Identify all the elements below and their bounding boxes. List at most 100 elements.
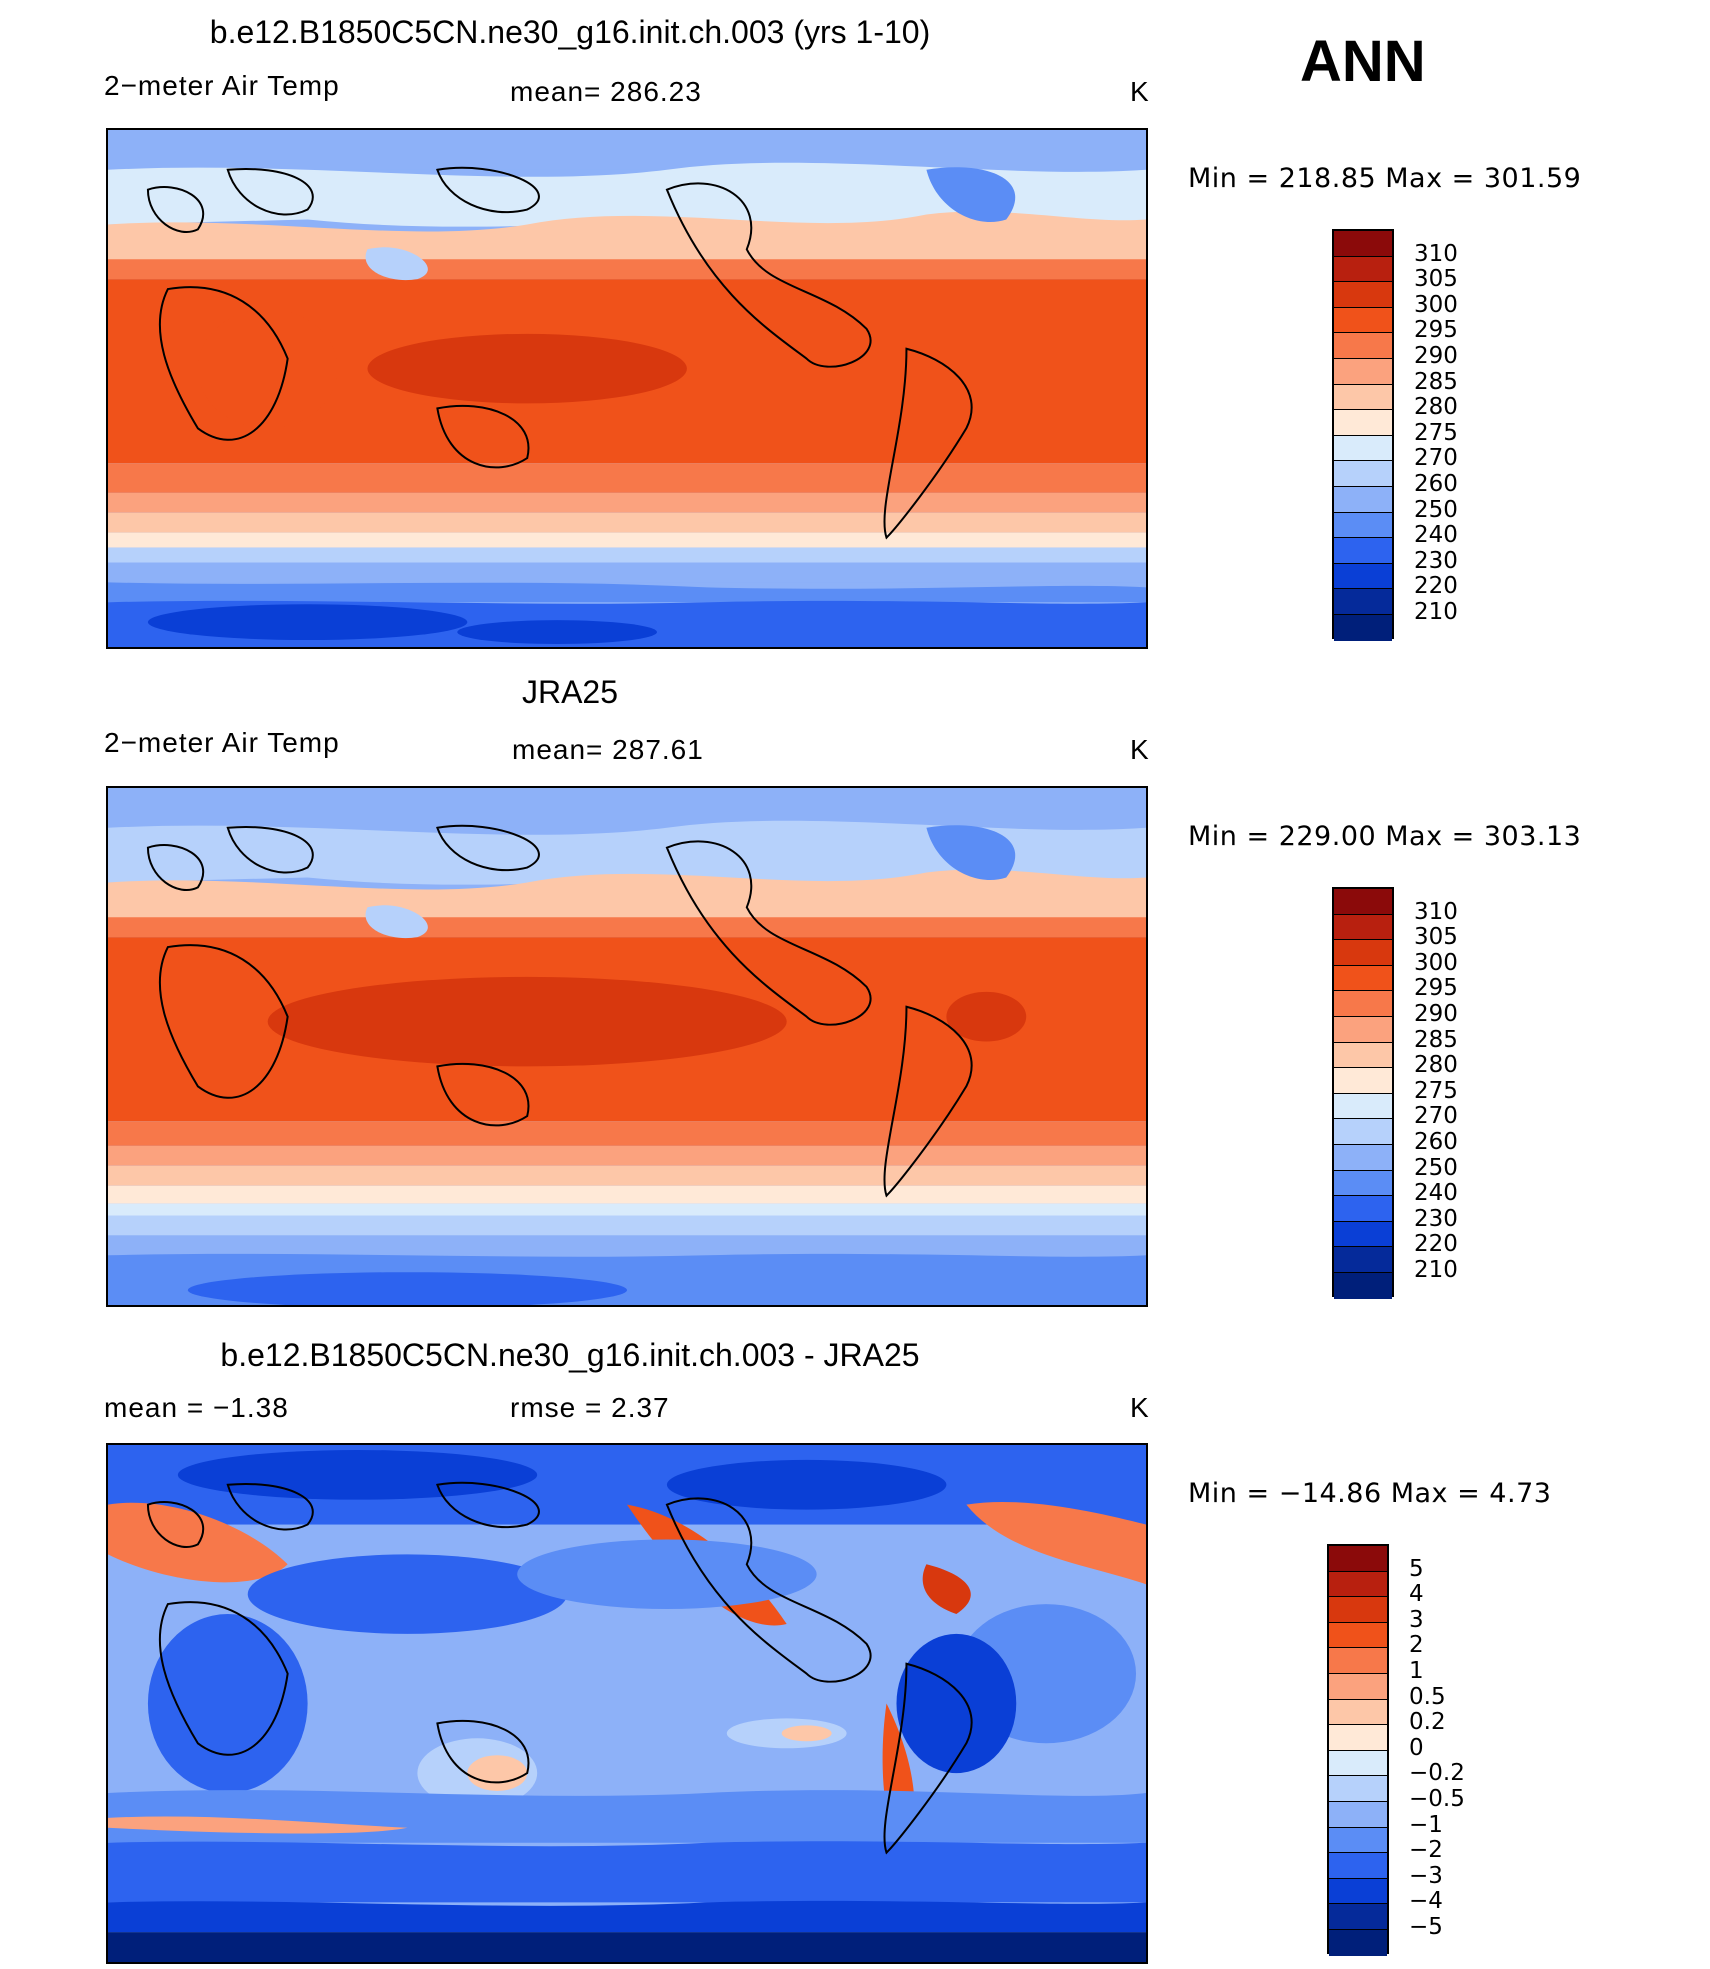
colorbar-swatch: [1334, 1119, 1392, 1145]
colorbar-swatches: [1327, 1544, 1389, 1956]
panel-3-field: [108, 1445, 1146, 1962]
colorbar-swatch: [1334, 410, 1392, 436]
colorbar-swatch: [1334, 256, 1392, 283]
panel-2-map: [106, 786, 1148, 1307]
colorbar-swatch: [1329, 1699, 1387, 1726]
colorbar-swatch: [1329, 1622, 1387, 1649]
colorbar-swatch: [1334, 965, 1392, 992]
colorbar-level-label: 300: [1414, 291, 1458, 318]
colorbar-swatch: [1334, 461, 1392, 487]
colorbar-swatch: [1329, 1750, 1387, 1777]
colorbar-level-label: −3: [1409, 1862, 1443, 1889]
colorbar-swatch: [1334, 1170, 1392, 1197]
panel-1-minmax: Min = 218.85 Max = 301.59: [1188, 163, 1582, 194]
colorbar-level-label: −5: [1409, 1914, 1443, 1940]
colorbar-swatches: [1332, 887, 1394, 1299]
colorbar-level-label: 270: [1414, 1103, 1458, 1130]
colorbar-swatch: [1334, 333, 1392, 359]
panel-3-map: [106, 1443, 1148, 1964]
colorbar-level-label: −0.2: [1409, 1760, 1465, 1787]
colorbar-swatch: [1329, 1776, 1387, 1802]
colorbar-swatch: [1329, 1546, 1387, 1572]
colorbar-swatch: [1334, 1196, 1392, 1222]
colorbar-swatch: [1329, 1801, 1387, 1828]
panel-1-field: [108, 130, 1146, 647]
colorbar-swatch: [1334, 358, 1392, 385]
panel-1-title: b.e12.B1850C5CN.ne30_g16.init.ch.003 (yr…: [209, 14, 931, 50]
panel-2-mean-label: mean= 287.61: [512, 734, 704, 765]
season-label: ANN: [1300, 29, 1426, 94]
colorbar-level-label: −2: [1409, 1837, 1443, 1864]
colorbar-swatch: [1334, 282, 1392, 308]
colorbar-swatch: [1334, 1042, 1392, 1069]
colorbar-level-label: 1: [1409, 1658, 1424, 1684]
colorbar-level-label: 290: [1414, 1001, 1458, 1027]
colorbar-swatch: [1329, 1648, 1387, 1674]
colorbar-swatch: [1334, 1016, 1392, 1043]
panel-2-variable-label: 2−meter Air Temp: [104, 727, 340, 758]
panel-3-mean-label: mean = −1.38: [104, 1392, 289, 1423]
colorbar-swatch: [1334, 1247, 1392, 1273]
colorbar-swatch: [1329, 1827, 1387, 1854]
colorbar-swatch: [1334, 589, 1392, 615]
colorbar-level-label: −0.5: [1409, 1786, 1465, 1812]
colorbar-level-label: 275: [1414, 419, 1458, 446]
colorbar-swatch: [1334, 1221, 1392, 1248]
panel-1-map: [106, 128, 1148, 649]
colorbar-level-label: 275: [1414, 1077, 1458, 1104]
colorbar-swatch: [1334, 231, 1392, 257]
panel-3-title: b.e12.B1850C5CN.ne30_g16.init.ch.003 - J…: [220, 1337, 920, 1373]
colorbar-level-label: 310: [1414, 898, 1458, 925]
colorbar-swatch: [1334, 940, 1392, 966]
panel-1-variable-label: 2−meter Air Temp: [104, 70, 340, 101]
colorbar-level-label: 210: [1414, 599, 1458, 625]
colorbar-level-label: 295: [1414, 975, 1458, 1002]
colorbar-level-label: 285: [1414, 368, 1458, 395]
colorbar-swatch: [1334, 486, 1392, 513]
colorbar-level-label: −1: [1409, 1811, 1443, 1838]
colorbar-swatch: [1334, 1068, 1392, 1094]
panel-1-units: K: [1130, 76, 1150, 107]
colorbar-level-label: 285: [1414, 1026, 1458, 1053]
colorbar-level-label: 240: [1414, 1180, 1458, 1207]
colorbar-swatch: [1334, 307, 1392, 334]
colorbar-swatch: [1329, 1571, 1387, 1598]
colorbar-level-label: 0.5: [1409, 1683, 1446, 1710]
colorbar-swatch: [1329, 1597, 1387, 1623]
colorbar-swatch: [1334, 1144, 1392, 1171]
colorbar-level-label: 3: [1409, 1606, 1424, 1633]
colorbar-level-label: 230: [1414, 1205, 1458, 1232]
panel-1-mean-label: mean= 286.23: [510, 76, 702, 107]
colorbar-swatch: [1329, 1853, 1387, 1879]
colorbar-level-label: 220: [1414, 573, 1458, 600]
colorbar-level-label: 280: [1414, 394, 1458, 421]
panel-2-title: JRA25: [521, 674, 619, 710]
colorbar-swatch: [1334, 1272, 1392, 1299]
colorbar-level-label: 260: [1414, 471, 1458, 497]
colorbar-level-label: 295: [1414, 317, 1458, 344]
colorbar-level-label: 5: [1409, 1555, 1424, 1582]
colorbar-swatch: [1334, 384, 1392, 411]
panel-2-minmax: Min = 229.00 Max = 303.13: [1188, 821, 1582, 852]
colorbar-swatch: [1329, 1929, 1387, 1956]
colorbar-swatch: [1329, 1725, 1387, 1751]
colorbar-level-label: 4: [1409, 1581, 1424, 1608]
colorbar-level-label: 290: [1414, 343, 1458, 369]
panel-3-minmax: Min = −14.86 Max = 4.73: [1188, 1478, 1552, 1509]
colorbar-swatch: [1334, 563, 1392, 590]
colorbar-swatch: [1334, 512, 1392, 539]
colorbar-level-label: 250: [1414, 1154, 1458, 1181]
colorbar-level-label: 300: [1414, 949, 1458, 976]
colorbar-level-label: 2: [1409, 1632, 1424, 1659]
colorbar-level-label: 250: [1414, 496, 1458, 523]
colorbar-swatch: [1334, 1093, 1392, 1120]
panel-2-field: [108, 788, 1146, 1305]
colorbar-level-label: 240: [1414, 522, 1458, 549]
colorbar-swatch: [1334, 889, 1392, 915]
colorbar-swatch: [1329, 1673, 1387, 1700]
colorbar-level-label: −4: [1409, 1888, 1443, 1915]
panel-3-units: K: [1130, 1392, 1150, 1423]
colorbar-level-label: 210: [1414, 1257, 1458, 1283]
colorbar-swatch: [1329, 1904, 1387, 1930]
colorbar-level-label: 305: [1414, 924, 1458, 951]
